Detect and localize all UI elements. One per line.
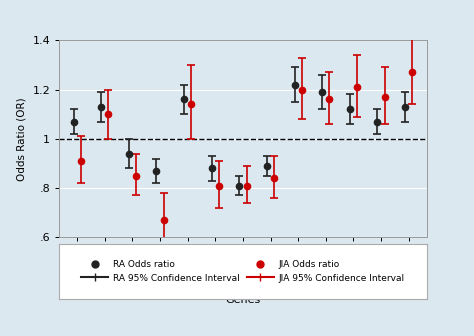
Legend: RA Odds ratio, RA 95% Confidence Interval, JIA Odds ratio, JIA 95% Confidence In: RA Odds ratio, RA 95% Confidence Interva… xyxy=(77,256,409,287)
Y-axis label: Odds Ratio (OR): Odds Ratio (OR) xyxy=(17,97,27,181)
X-axis label: Genes: Genes xyxy=(225,295,261,305)
